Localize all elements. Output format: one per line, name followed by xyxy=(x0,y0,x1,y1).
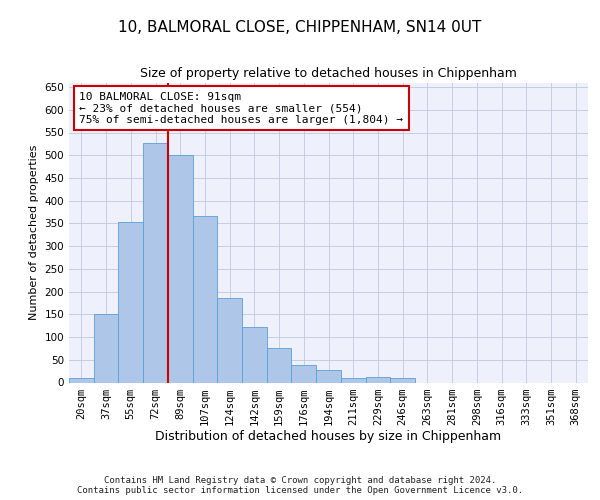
Bar xyxy=(242,327,267,382)
Bar xyxy=(316,370,341,382)
Bar xyxy=(365,377,390,382)
Bar xyxy=(69,378,94,382)
Bar xyxy=(217,298,242,382)
Text: Contains HM Land Registry data © Crown copyright and database right 2024.
Contai: Contains HM Land Registry data © Crown c… xyxy=(77,476,523,495)
Bar xyxy=(341,378,365,382)
Bar xyxy=(292,365,316,382)
Bar xyxy=(143,142,168,382)
Text: 10, BALMORAL CLOSE, CHIPPENHAM, SN14 0UT: 10, BALMORAL CLOSE, CHIPPENHAM, SN14 0UT xyxy=(118,20,482,35)
Bar xyxy=(267,348,292,382)
Y-axis label: Number of detached properties: Number of detached properties xyxy=(29,145,39,320)
Bar xyxy=(193,216,217,382)
Text: 10 BALMORAL CLOSE: 91sqm
← 23% of detached houses are smaller (554)
75% of semi-: 10 BALMORAL CLOSE: 91sqm ← 23% of detach… xyxy=(79,92,403,124)
Bar xyxy=(118,222,143,382)
Bar xyxy=(168,155,193,382)
Bar xyxy=(94,314,118,382)
X-axis label: Distribution of detached houses by size in Chippenham: Distribution of detached houses by size … xyxy=(155,430,502,444)
Bar xyxy=(390,378,415,382)
Title: Size of property relative to detached houses in Chippenham: Size of property relative to detached ho… xyxy=(140,67,517,80)
